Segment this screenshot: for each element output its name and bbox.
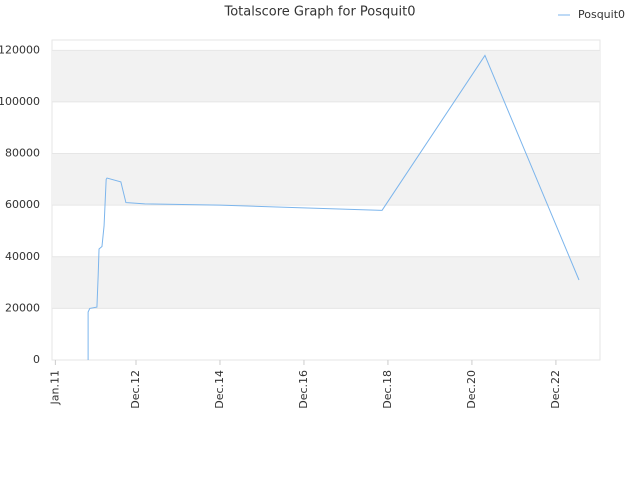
x-tick-label: Dec.18 <box>381 370 394 409</box>
data-line <box>87 54 580 360</box>
y-tick-label: 20000 <box>5 301 40 314</box>
x-tick-label: Dec.20 <box>465 370 478 409</box>
legend-label: Posquit0 <box>578 8 625 21</box>
y-tick-label: 40000 <box>5 250 40 263</box>
chart-title: Totalscore Graph for Posquit0 <box>223 5 415 20</box>
grid-band <box>52 256 600 309</box>
x-tick-label: Dec.12 <box>129 370 142 409</box>
x-tick-label: Dec.16 <box>297 370 310 409</box>
x-tick-label: Dec.22 <box>549 370 562 409</box>
y-tick-label: 100000 <box>0 95 40 108</box>
y-tick-label: 120000 <box>0 43 40 56</box>
y-tick-label: 0 <box>33 353 40 366</box>
y-tick-label: 60000 <box>5 198 40 211</box>
y-tick-label: 80000 <box>5 147 40 160</box>
x-tick-label: Dec.14 <box>213 370 226 409</box>
grid-band <box>52 153 600 206</box>
x-tick-label: Jan.11 <box>48 370 61 405</box>
grid-band <box>52 50 600 102</box>
